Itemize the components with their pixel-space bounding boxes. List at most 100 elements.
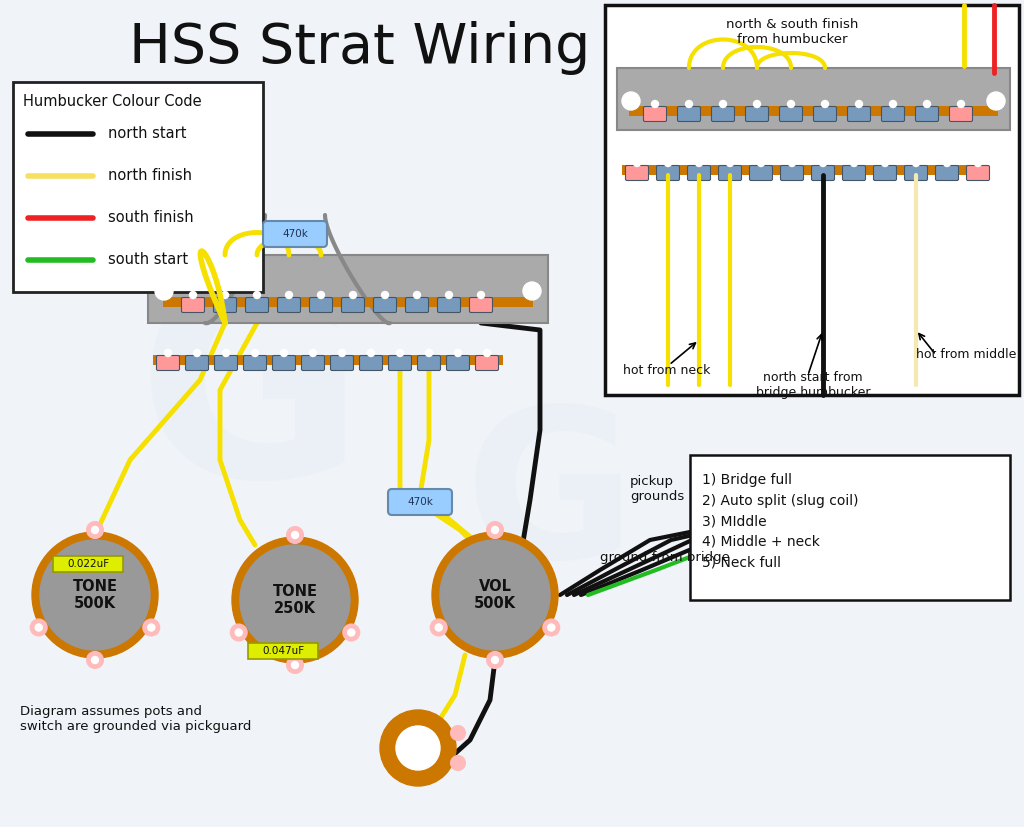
Circle shape bbox=[634, 160, 640, 166]
Circle shape bbox=[912, 160, 920, 166]
Circle shape bbox=[194, 350, 201, 356]
Circle shape bbox=[292, 532, 299, 538]
Circle shape bbox=[35, 624, 42, 631]
FancyBboxPatch shape bbox=[719, 165, 741, 180]
FancyBboxPatch shape bbox=[915, 107, 939, 122]
Text: 470k: 470k bbox=[282, 229, 308, 239]
Circle shape bbox=[147, 624, 155, 631]
FancyBboxPatch shape bbox=[678, 107, 700, 122]
FancyBboxPatch shape bbox=[309, 298, 333, 313]
FancyBboxPatch shape bbox=[446, 356, 469, 370]
FancyBboxPatch shape bbox=[811, 165, 835, 180]
Circle shape bbox=[651, 101, 658, 108]
FancyBboxPatch shape bbox=[745, 107, 768, 122]
Circle shape bbox=[487, 652, 503, 668]
Text: hot from neck: hot from neck bbox=[624, 364, 711, 376]
Text: 0.047uF: 0.047uF bbox=[262, 646, 304, 656]
Bar bbox=[690, 455, 1010, 600]
FancyBboxPatch shape bbox=[949, 107, 973, 122]
Circle shape bbox=[523, 282, 541, 300]
FancyBboxPatch shape bbox=[873, 165, 896, 180]
Circle shape bbox=[440, 540, 550, 650]
Circle shape bbox=[32, 532, 158, 658]
Circle shape bbox=[40, 540, 150, 650]
Circle shape bbox=[726, 160, 733, 166]
Circle shape bbox=[426, 350, 432, 356]
Circle shape bbox=[287, 657, 303, 673]
FancyBboxPatch shape bbox=[248, 643, 318, 659]
Circle shape bbox=[189, 291, 197, 299]
Text: ground from bridge: ground from bridge bbox=[600, 552, 730, 565]
Text: 1) Bridge full
2) Auto split (slug coil)
3) MIddle
4) Middle + neck
5) Neck full: 1) Bridge full 2) Auto split (slug coil)… bbox=[702, 473, 858, 570]
FancyBboxPatch shape bbox=[388, 489, 452, 515]
Circle shape bbox=[685, 101, 692, 108]
FancyBboxPatch shape bbox=[244, 356, 266, 370]
FancyBboxPatch shape bbox=[246, 298, 268, 313]
Circle shape bbox=[487, 522, 503, 538]
Text: north start from
bridge humbucker: north start from bridge humbucker bbox=[756, 371, 870, 399]
Circle shape bbox=[87, 652, 103, 668]
Circle shape bbox=[431, 619, 446, 635]
Bar bbox=[153, 355, 503, 365]
FancyBboxPatch shape bbox=[341, 298, 365, 313]
FancyBboxPatch shape bbox=[263, 221, 327, 247]
Bar bbox=[163, 297, 534, 307]
Circle shape bbox=[380, 710, 456, 786]
Text: HSS Strat Wiring: HSS Strat Wiring bbox=[129, 21, 591, 75]
Text: north & south finish
from humbucker: north & south finish from humbucker bbox=[726, 18, 858, 46]
Text: G: G bbox=[136, 265, 364, 535]
Circle shape bbox=[91, 527, 98, 533]
Circle shape bbox=[252, 350, 258, 356]
Text: 470k: 470k bbox=[408, 497, 433, 507]
FancyBboxPatch shape bbox=[848, 107, 870, 122]
FancyBboxPatch shape bbox=[656, 165, 680, 180]
Circle shape bbox=[544, 619, 559, 635]
FancyBboxPatch shape bbox=[157, 356, 179, 370]
Circle shape bbox=[445, 291, 453, 299]
Circle shape bbox=[368, 350, 375, 356]
Circle shape bbox=[758, 160, 765, 166]
FancyBboxPatch shape bbox=[185, 356, 209, 370]
FancyBboxPatch shape bbox=[437, 298, 461, 313]
Bar bbox=[629, 106, 998, 116]
Text: TONE
250K: TONE 250K bbox=[272, 584, 317, 616]
Circle shape bbox=[787, 101, 795, 108]
FancyBboxPatch shape bbox=[626, 165, 648, 180]
Circle shape bbox=[222, 350, 229, 356]
Circle shape bbox=[236, 629, 243, 636]
Circle shape bbox=[754, 101, 761, 108]
Circle shape bbox=[91, 657, 98, 663]
FancyBboxPatch shape bbox=[301, 356, 325, 370]
Text: VOL
500K: VOL 500K bbox=[474, 579, 516, 611]
Circle shape bbox=[720, 101, 726, 108]
Circle shape bbox=[819, 160, 826, 166]
FancyBboxPatch shape bbox=[181, 298, 205, 313]
Text: G: G bbox=[682, 218, 818, 381]
Circle shape bbox=[240, 545, 350, 655]
Circle shape bbox=[281, 350, 288, 356]
Circle shape bbox=[143, 619, 160, 635]
Text: north start: north start bbox=[108, 127, 186, 141]
FancyBboxPatch shape bbox=[53, 556, 123, 572]
Circle shape bbox=[165, 350, 171, 356]
FancyBboxPatch shape bbox=[359, 356, 383, 370]
Circle shape bbox=[339, 350, 345, 356]
Circle shape bbox=[882, 160, 889, 166]
Circle shape bbox=[232, 537, 358, 663]
Circle shape bbox=[890, 101, 896, 108]
FancyBboxPatch shape bbox=[272, 356, 296, 370]
FancyBboxPatch shape bbox=[687, 165, 711, 180]
Circle shape bbox=[396, 350, 403, 356]
FancyBboxPatch shape bbox=[331, 356, 353, 370]
Circle shape bbox=[349, 291, 356, 299]
Bar bbox=[13, 82, 263, 292]
FancyBboxPatch shape bbox=[936, 165, 958, 180]
Circle shape bbox=[155, 282, 173, 300]
Bar bbox=[605, 5, 1019, 395]
Text: pickup
grounds: pickup grounds bbox=[630, 475, 684, 503]
Circle shape bbox=[254, 291, 260, 299]
Text: south start: south start bbox=[108, 252, 188, 267]
FancyBboxPatch shape bbox=[779, 107, 803, 122]
Circle shape bbox=[455, 350, 462, 356]
FancyBboxPatch shape bbox=[813, 107, 837, 122]
